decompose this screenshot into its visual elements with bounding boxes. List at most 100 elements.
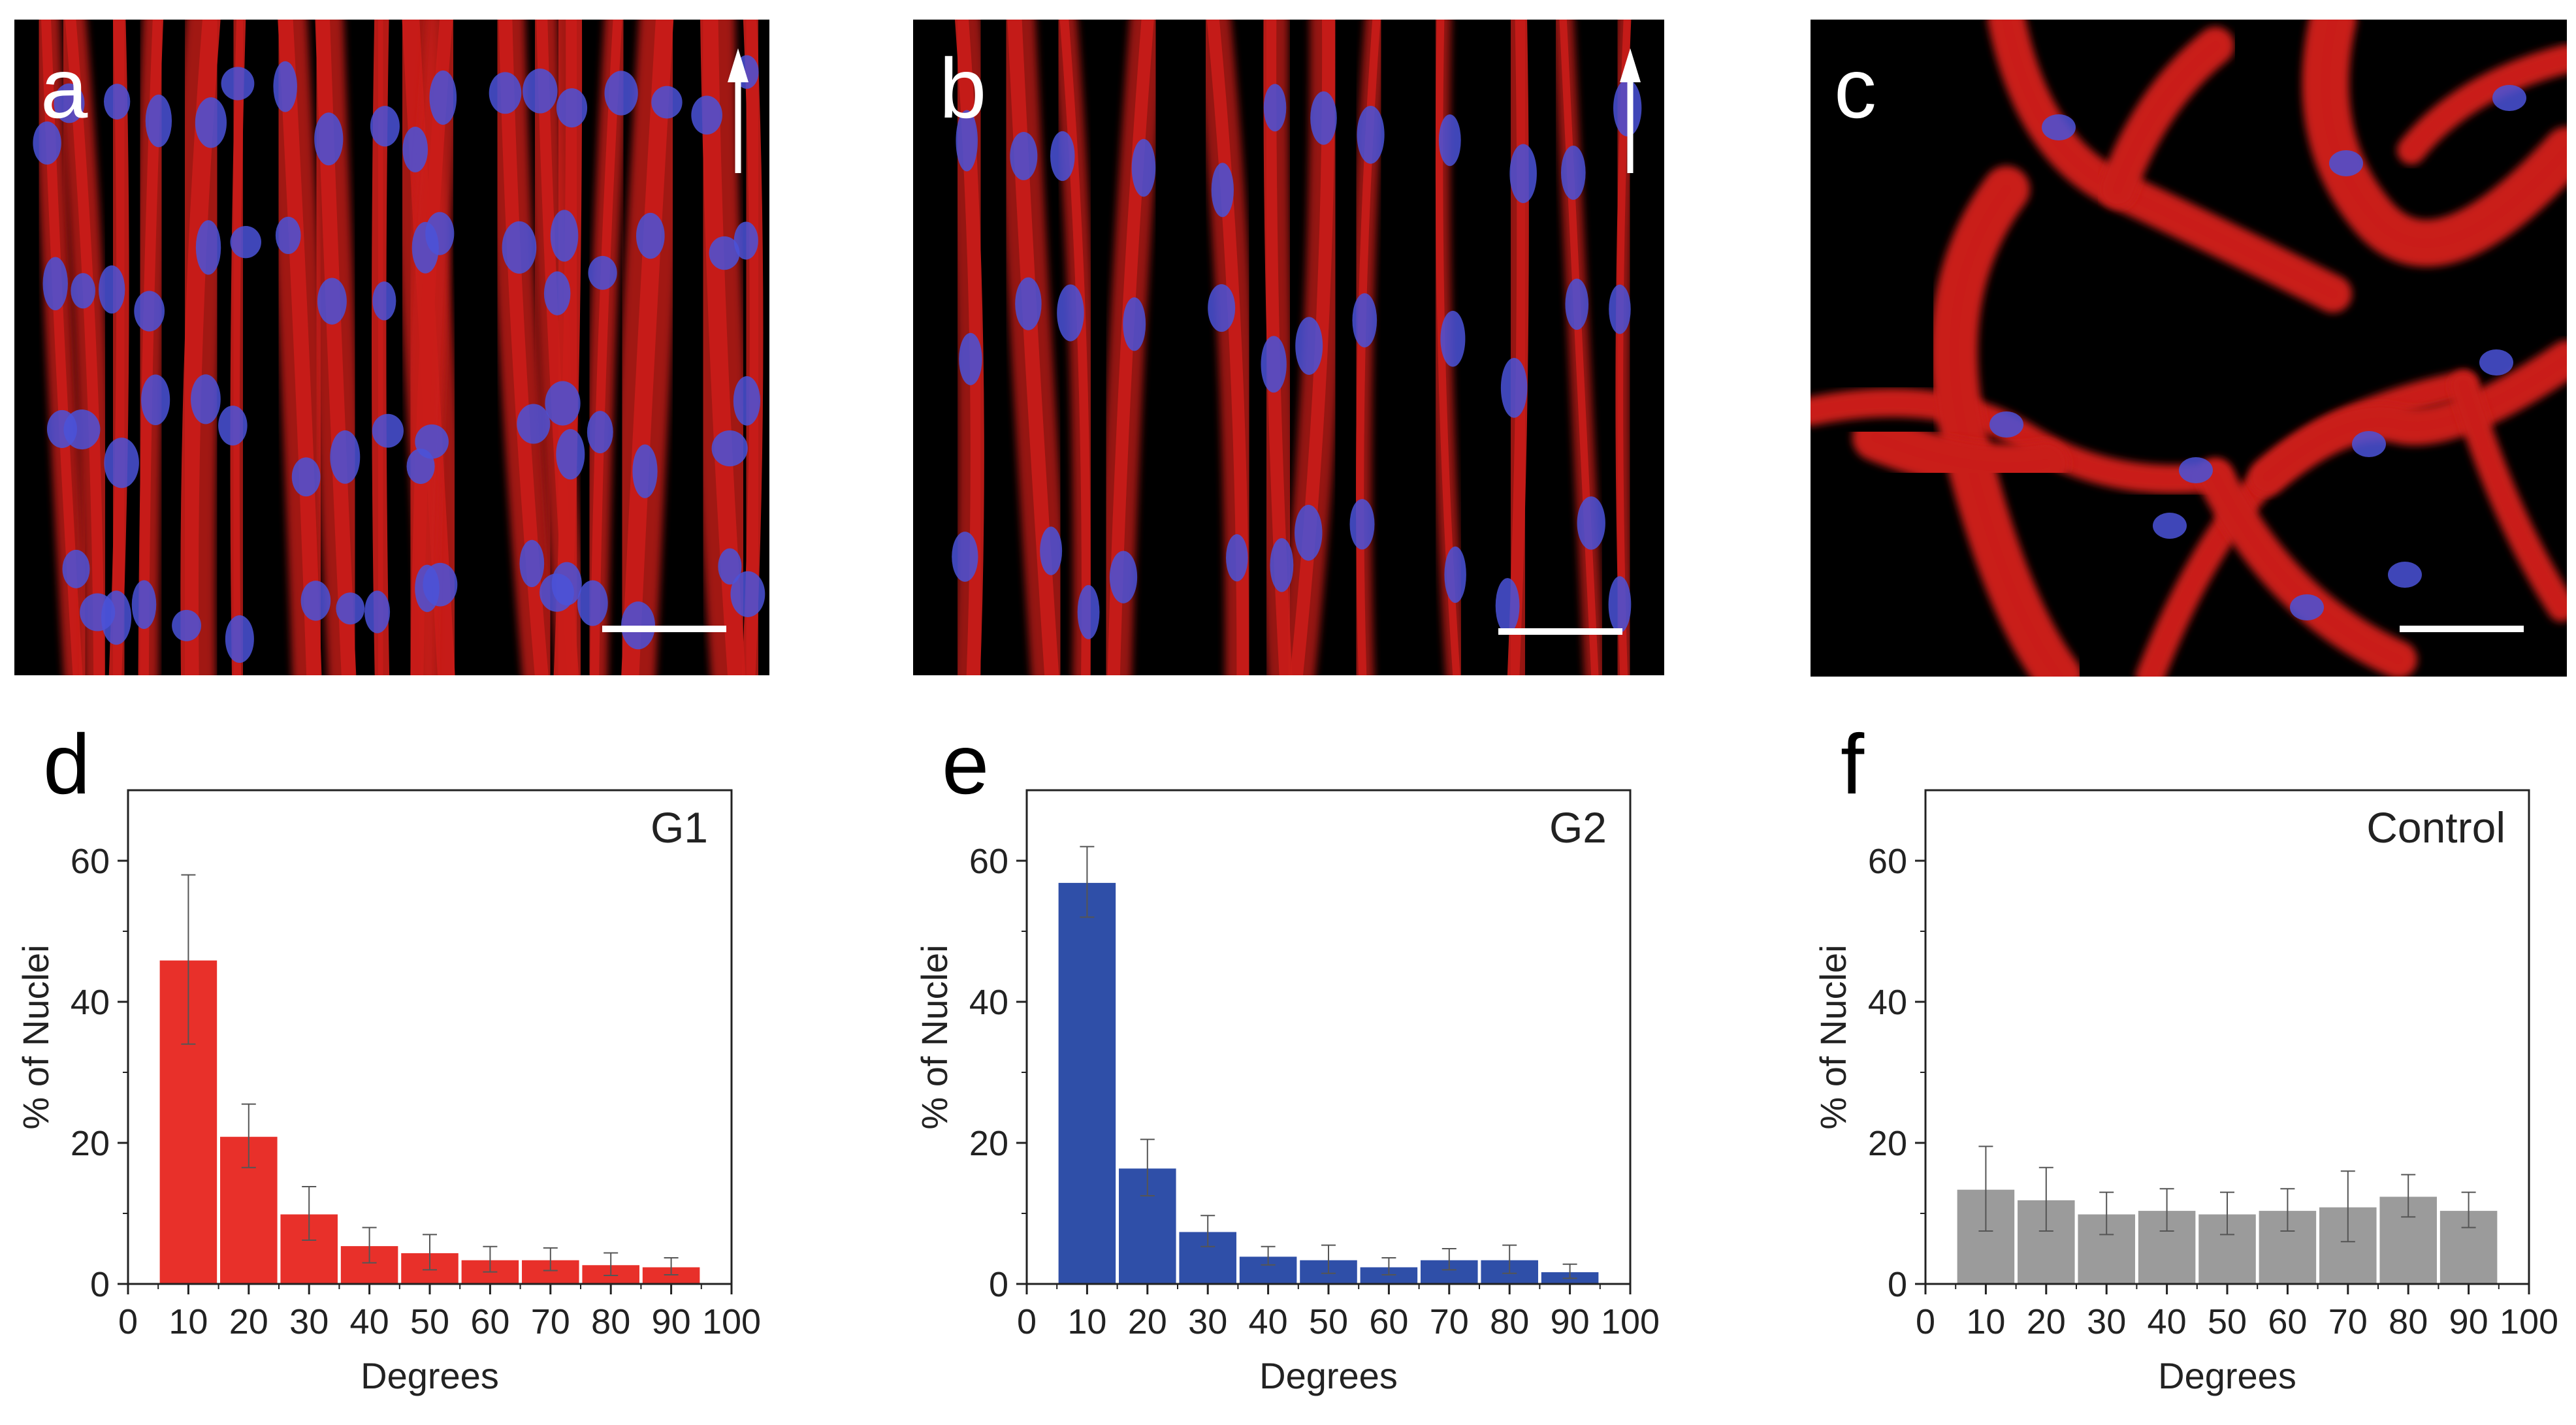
nucleus	[1270, 538, 1294, 592]
nucleus	[1609, 284, 1631, 334]
nucleus	[1440, 310, 1466, 367]
nucleus	[218, 406, 248, 446]
y-tick-label: 0	[1888, 1265, 1907, 1304]
error-bar-60	[483, 1245, 498, 1273]
nucleus	[2352, 431, 2386, 457]
actin-fiber	[2263, 355, 2567, 481]
x-tick-label: 20	[229, 1302, 268, 1341]
nucleus	[1500, 358, 1528, 418]
y-axis-label: % of Nuclei	[15, 944, 56, 1129]
x-tick-label: 50	[410, 1302, 449, 1341]
nuclei-layer	[33, 55, 765, 663]
actin-fiber	[2211, 472, 2403, 664]
error-bar-10	[181, 874, 196, 1045]
scale-bar	[602, 626, 726, 632]
nucleus	[225, 615, 254, 663]
y-tick-label: 20	[1868, 1124, 1907, 1163]
chart-d-svg: d 0 10 20 30 40 50 60 70 80 90 100 0 20 40 60 Degrees % o…	[15, 716, 761, 1396]
scale-bar	[1498, 628, 1622, 635]
x-tick-label: 50	[2208, 1302, 2247, 1341]
nucleus	[2388, 562, 2422, 588]
nuclei-layer	[1989, 85, 2526, 620]
error-bar-30	[2099, 1191, 2114, 1236]
x-tick-label: 80	[591, 1302, 630, 1341]
actin-fiber	[1871, 433, 2050, 472]
nucleus	[273, 61, 297, 112]
y-tick-label: 40	[71, 983, 110, 1022]
error-bar-30	[1200, 1215, 1216, 1247]
micrograph-b-canvas: b	[913, 20, 1664, 675]
nucleus	[1109, 551, 1138, 603]
chart-panel-letter: e	[942, 716, 989, 812]
nucleus	[577, 580, 608, 626]
actin-fiber	[1206, 20, 1249, 675]
nucleus	[1438, 114, 1461, 167]
nucleus	[1560, 145, 1586, 200]
nucleus	[63, 409, 101, 450]
nucleus	[101, 590, 132, 645]
x-tick-label: 0	[118, 1302, 138, 1341]
x-tick-label: 20	[1128, 1302, 1167, 1341]
nucleus	[711, 430, 748, 467]
y-tick-label: 60	[71, 842, 110, 881]
error-bar-30	[302, 1185, 317, 1241]
x-tick-label: 60	[2268, 1302, 2307, 1341]
nucleus	[1577, 496, 1605, 550]
cell-layer	[1811, 20, 2567, 677]
nucleus	[587, 411, 613, 454]
scale-bar	[2400, 626, 2524, 632]
panel-letter: c	[1834, 40, 1876, 136]
error-bar-90	[2461, 1191, 2476, 1228]
nucleus	[317, 278, 347, 325]
nucleus	[1208, 284, 1236, 332]
chart-f-svg: f 0 10 20 30 40 50 60 70 80 90 100 0 20 40 60 Degrees % o…	[1812, 716, 2558, 1396]
nucleus	[191, 374, 221, 424]
nucleus	[733, 376, 761, 426]
nucleus	[543, 271, 571, 315]
nucleus	[550, 210, 579, 262]
nucleus	[1310, 91, 1337, 145]
nucleus	[636, 212, 665, 259]
error-bar-50	[2220, 1191, 2234, 1236]
actin-fiber	[230, 20, 246, 675]
nucleus	[1040, 526, 1063, 575]
error-bar-60	[1381, 1257, 1396, 1275]
x-tick-label: 90	[2449, 1302, 2488, 1341]
x-tick-label: 0	[1017, 1302, 1037, 1341]
error-bar-10	[1080, 846, 1095, 918]
nucleus	[402, 127, 428, 172]
nucleus	[545, 381, 581, 426]
y-axis: 0 20 40 60	[969, 842, 1027, 1304]
x-tick-label: 10	[1067, 1302, 1106, 1341]
y-tick-label: 60	[969, 842, 1008, 881]
error-bar-10	[1978, 1145, 1993, 1232]
nucleus	[539, 573, 574, 612]
error-bar-20	[2038, 1166, 2053, 1232]
series-label: G1	[651, 803, 708, 852]
nucleus	[195, 97, 227, 148]
x-tick-label: 100	[702, 1302, 761, 1341]
nucleus	[364, 590, 391, 633]
nucleus	[221, 67, 255, 101]
error-bar-40	[1261, 1245, 1276, 1266]
nucleus	[604, 71, 638, 116]
nucleus	[2479, 349, 2513, 376]
alignment-arrow-icon	[728, 48, 749, 173]
x-tick-label: 0	[1916, 1302, 1935, 1341]
nucleus	[556, 88, 588, 128]
bar-30	[2076, 1212, 2137, 1285]
micrograph-b: b	[913, 20, 1664, 675]
error-bar-20	[1140, 1138, 1155, 1196]
x-tick-label: 60	[470, 1302, 509, 1341]
nucleus	[141, 374, 170, 426]
nucleus	[330, 430, 361, 484]
nucleus	[145, 94, 172, 148]
nucleus	[1263, 84, 1287, 132]
nucleus	[588, 255, 617, 290]
x-axis-label: Degrees	[361, 1355, 499, 1396]
actin-fiber	[1559, 20, 1599, 675]
nucleus	[523, 69, 558, 114]
nucleus	[709, 236, 740, 270]
error-bars	[1080, 846, 1577, 1279]
series-label: G2	[1549, 803, 1607, 852]
